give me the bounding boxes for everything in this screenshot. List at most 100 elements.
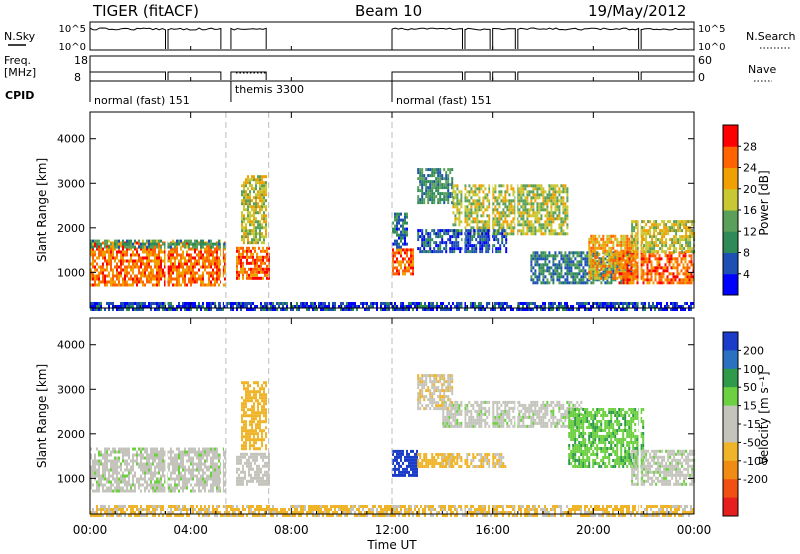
range-gate-cell <box>496 211 499 215</box>
range-gate-cell <box>656 272 659 276</box>
range-gate-cell <box>184 262 186 266</box>
range-gate-cell <box>192 280 194 284</box>
range-gate-cell <box>90 274 92 278</box>
range-gate-cell <box>334 302 336 305</box>
range-gate-cell <box>160 489 162 493</box>
range-gate-cell <box>122 244 124 248</box>
range-gate-cell <box>548 214 551 218</box>
range-gate-cell <box>306 305 308 308</box>
range-gate-cell <box>160 483 162 487</box>
range-gate-cell <box>148 277 150 281</box>
range-gate-cell <box>130 486 132 490</box>
range-gate-cell <box>562 257 565 261</box>
range-gate-cell <box>412 251 414 255</box>
range-gate-cell <box>646 278 649 282</box>
range-gate-cell <box>685 220 688 224</box>
range-gate-cell <box>689 238 692 242</box>
range-gate-cell <box>124 280 126 284</box>
range-gate-cell <box>685 223 688 227</box>
range-gate-cell <box>660 302 662 305</box>
range-gate-cell <box>518 302 520 305</box>
range-gate-cell <box>384 302 386 305</box>
range-gate-cell <box>532 196 535 200</box>
range-gate-cell <box>158 302 160 305</box>
range-gate-cell <box>439 198 442 202</box>
range-gate-cell <box>140 447 142 451</box>
range-gate-cell <box>122 302 124 305</box>
range-gate-cell <box>624 275 627 279</box>
range-gate-cell <box>439 250 442 254</box>
range-gate-cell <box>465 247 468 251</box>
range-gate-cell <box>154 247 156 251</box>
range-gate-cell <box>253 187 255 191</box>
range-gate-cell <box>224 265 226 269</box>
range-gate-cell <box>485 229 488 233</box>
range-gate-cell <box>152 283 154 287</box>
range-gate-cell <box>454 193 457 197</box>
range-gate-cell <box>679 247 682 251</box>
range-gate-cell <box>394 212 396 216</box>
range-gate-cell <box>447 189 450 193</box>
range-gate-cell <box>487 238 490 242</box>
range-gate-cell <box>136 277 138 281</box>
range-gate-cell <box>120 305 122 308</box>
range-gate-cell <box>158 468 160 472</box>
range-gate-cell <box>202 305 204 308</box>
range-gate-cell <box>646 269 649 273</box>
range-gate-cell <box>428 305 430 308</box>
range-gate-cell <box>222 247 224 251</box>
range-gate-cell <box>626 257 629 261</box>
range-gate-cell <box>132 477 134 481</box>
range-gate-cell <box>98 244 100 248</box>
range-gate-cell <box>600 272 603 276</box>
range-gate-cell <box>653 235 656 239</box>
range-gate-cell <box>108 486 110 490</box>
range-gate-cell <box>562 190 565 194</box>
range-gate-cell <box>558 208 561 212</box>
range-gate-cell <box>655 238 658 242</box>
range-gate-cell <box>498 193 501 197</box>
range-gate-cell <box>686 266 689 270</box>
range-gate-cell <box>188 253 190 257</box>
range-gate-cell <box>114 274 116 278</box>
range-gate-cell <box>493 235 496 239</box>
range-gate-cell <box>130 302 132 305</box>
range-gate-cell <box>90 277 92 281</box>
range-gate-cell <box>263 217 265 221</box>
range-gate-cell <box>683 238 686 242</box>
range-gate-cell <box>208 265 210 269</box>
power-colorbar-swatch <box>723 167 738 190</box>
range-gate-cell <box>492 211 495 215</box>
range-gate-cell <box>626 269 629 273</box>
range-gate-cell <box>649 232 652 236</box>
range-gate-cell <box>482 205 485 209</box>
range-gate-cell <box>536 202 539 206</box>
range-gate-cell <box>256 267 258 271</box>
range-gate-cell <box>437 244 440 248</box>
range-gate-cell <box>572 260 575 264</box>
range-gate-cell <box>150 268 152 272</box>
range-gate-cell <box>238 258 240 262</box>
range-gate-cell <box>520 214 523 218</box>
range-gate-cell <box>622 269 625 273</box>
range-gate-cell <box>196 308 198 311</box>
range-gate-cell <box>526 193 529 197</box>
range-gate-cell <box>584 260 587 264</box>
range-gate-cell <box>164 308 166 311</box>
range-gate-cell <box>488 214 491 218</box>
range-gate-cell <box>138 277 140 281</box>
range-gate-cell <box>150 465 152 469</box>
range-gate-cell <box>162 465 164 469</box>
range-gate-cell <box>504 205 507 209</box>
range-gate-cell <box>635 250 638 254</box>
range-gate-cell <box>536 305 538 308</box>
range-gate-cell <box>138 253 140 257</box>
range-gate-cell <box>246 302 248 305</box>
range-gate-cell <box>498 305 500 308</box>
range-gate-cell <box>592 234 595 238</box>
range-gate-cell <box>255 178 257 182</box>
range-gate-cell <box>528 223 531 227</box>
y-tick-label: 4000 <box>57 133 85 146</box>
range-gate-cell <box>598 302 600 305</box>
range-gate-cell <box>568 257 571 261</box>
